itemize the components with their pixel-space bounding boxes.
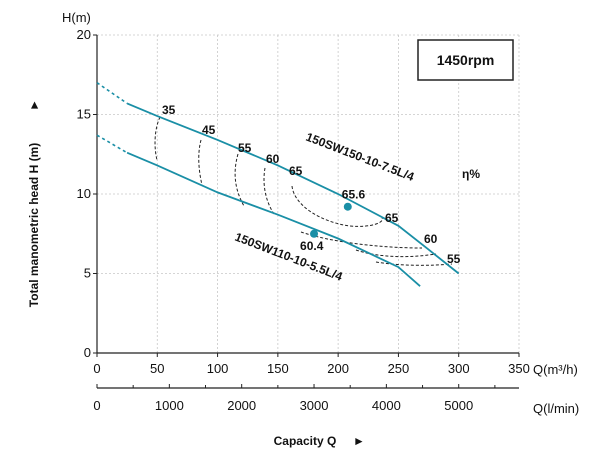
efficiency-curve [355,249,437,258]
x-tick-label: 0 [93,361,100,376]
x-axis-title: Capacity Q [274,434,337,448]
pump-curve-extension [96,134,128,154]
pump-curve [126,102,460,275]
axes-layer [96,35,519,389]
x-lpm-tick-label: 1000 [155,398,184,413]
efficiency-label: 45 [202,123,216,137]
efficiency-curve [263,167,275,215]
y-unit-label: H(m) [62,10,91,25]
curves-layer [96,82,460,287]
x-tick-label: 50 [150,361,164,376]
efficiency-curve [198,139,203,186]
x-lpm-tick-label: 5000 [444,398,473,413]
efficiency-label: 60 [424,232,438,246]
x-tick-label: 100 [207,361,229,376]
efficiency-curve [291,185,383,227]
x-tick-label: 200 [327,361,349,376]
rpm-box [417,39,514,81]
x-tick-label: 350 [508,361,530,376]
efficiency-unit-label: η% [462,167,480,181]
y-axis-title: Total manometric head H (m) [27,143,41,307]
efficiency-curve [234,153,245,207]
y-axis-arrow: ► [27,99,41,111]
x-tick-label: 300 [448,361,470,376]
efficiency-label: 65 [289,164,303,178]
efficiency-label: 65 [385,211,399,225]
pump-curve [126,151,421,287]
y-tick-label: 5 [84,266,91,281]
series-label: 150SW150-10-7.5L/4 [304,130,416,184]
operating-point-label: 60.4 [300,239,324,253]
efficiency-label: 60 [266,152,280,166]
x-bottom-unit-label: Q(l/min) [533,401,579,416]
efficiency-label: 35 [162,103,176,117]
x-tick-label: 150 [267,361,289,376]
rpm-label: 1450rpm [437,52,495,68]
grid-layer [97,34,520,353]
y-tick-label: 15 [77,107,91,122]
y-tick-label: 10 [77,186,91,201]
series-label: 150SW110-10-5.5L/4 [233,230,345,284]
y-tick-label: 20 [77,27,91,42]
x-lpm-tick-label: 0 [93,398,100,413]
efficiency-curve [375,261,453,266]
operating-point-label: 65.6 [342,188,366,202]
operating-point-marker [310,229,319,238]
x-lpm-tick-label: 4000 [372,398,401,413]
pump-curve-extension [96,82,128,105]
efficiency-label: 55 [447,252,461,266]
y-tick-label: 0 [84,345,91,360]
efficiency-label: 55 [238,141,252,155]
efficiency-curve [154,116,161,161]
x-lpm-tick-label: 3000 [300,398,329,413]
x-tick-label: 250 [388,361,410,376]
x-top-unit-label: Q(m³/h) [533,362,578,377]
x-axis-arrow: ► [353,434,365,448]
x-lpm-tick-label: 2000 [227,398,256,413]
operating-point-marker [343,202,352,211]
